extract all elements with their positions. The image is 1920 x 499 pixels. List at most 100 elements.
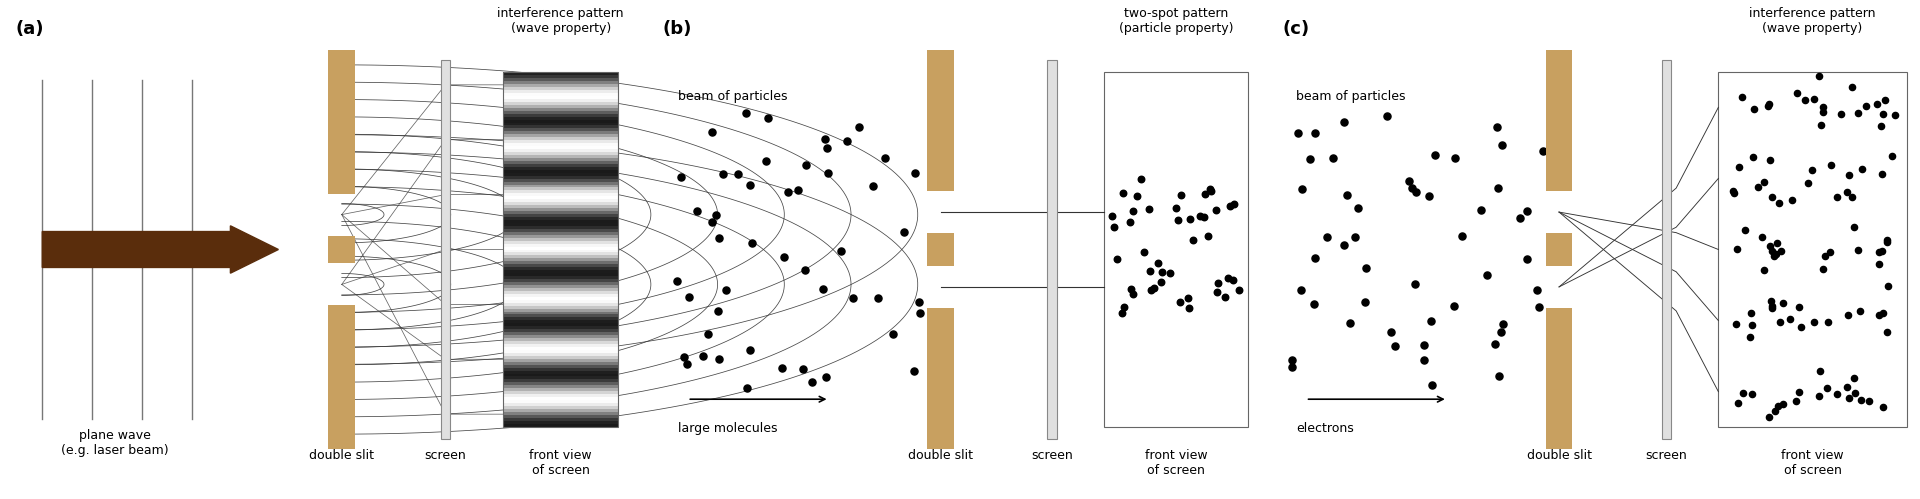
Bar [503, 93, 618, 96]
Point [1108, 189, 1139, 197]
Point [1872, 282, 1903, 290]
Point [1805, 392, 1836, 400]
Point [1173, 294, 1204, 302]
Point [774, 188, 804, 196]
Bar [503, 78, 618, 81]
Point [1763, 402, 1793, 410]
Point [1738, 105, 1768, 113]
Bar [503, 329, 618, 332]
Point [1845, 307, 1876, 315]
Point [1812, 318, 1843, 326]
Point [812, 144, 843, 152]
Point [705, 355, 735, 363]
Text: double slit: double slit [309, 449, 374, 462]
Text: beam of particles: beam of particles [1296, 90, 1405, 103]
Bar [503, 173, 618, 176]
Bar [503, 244, 618, 247]
Point [1718, 189, 1749, 197]
Bar [503, 185, 618, 188]
Point [1125, 175, 1156, 183]
Bar [503, 368, 618, 371]
Bar [503, 102, 618, 105]
Point [1764, 318, 1795, 326]
Bar [503, 235, 618, 238]
Point [1192, 233, 1223, 241]
Point [870, 154, 900, 162]
Bar [503, 191, 618, 194]
Point [1839, 374, 1870, 382]
Point [1188, 190, 1219, 198]
Bar [503, 87, 618, 90]
Point [810, 373, 841, 381]
Point [710, 285, 741, 293]
Point [1851, 102, 1882, 110]
Bar [503, 323, 618, 326]
Point [1814, 248, 1845, 256]
Bar [503, 194, 618, 197]
Bar [503, 123, 618, 126]
Point [1213, 203, 1244, 211]
Bar [503, 362, 618, 365]
Point [1371, 112, 1402, 120]
Bar [503, 379, 618, 382]
Point [1283, 129, 1313, 137]
Point [1117, 207, 1148, 215]
Bar [927, 233, 954, 266]
Point [732, 384, 762, 392]
Point [1860, 100, 1891, 108]
Point [1340, 233, 1371, 241]
Point [1438, 302, 1469, 310]
Point [662, 276, 693, 284]
Bar [503, 149, 618, 152]
Point [1747, 233, 1778, 241]
Bar [503, 270, 618, 273]
Point [1753, 413, 1784, 421]
Point [1106, 309, 1137, 317]
Bar [503, 134, 618, 137]
Bar [503, 388, 618, 391]
Bar [503, 205, 618, 208]
Bar [503, 311, 618, 314]
Point [1121, 193, 1152, 201]
Point [1471, 270, 1501, 278]
Point [1761, 407, 1791, 415]
Point [1135, 267, 1165, 275]
Point [1784, 388, 1814, 396]
Bar [503, 273, 618, 276]
Point [1117, 290, 1148, 298]
Bar [503, 111, 618, 114]
Bar [503, 291, 618, 294]
Point [1194, 185, 1225, 193]
FancyArrow shape [42, 226, 278, 273]
Point [1836, 83, 1866, 91]
Point [1277, 363, 1308, 371]
Bar [503, 347, 618, 350]
Point [1380, 342, 1411, 350]
Point [1872, 328, 1903, 336]
Bar [503, 179, 618, 182]
Point [1724, 163, 1755, 171]
Point [1784, 303, 1814, 311]
Point [1868, 309, 1899, 317]
Point [1872, 236, 1903, 244]
Point [1728, 389, 1759, 397]
Point [1870, 96, 1901, 104]
Bar [503, 252, 618, 255]
Bar [503, 220, 618, 223]
Bar [503, 199, 618, 202]
Bar [503, 305, 618, 308]
Point [666, 173, 697, 181]
Point [1786, 323, 1816, 331]
Point [1880, 111, 1910, 119]
Bar [1104, 72, 1248, 427]
Bar [1718, 72, 1907, 427]
Bar [927, 308, 954, 449]
Bar [503, 202, 618, 205]
Point [1837, 193, 1868, 201]
Bar [503, 84, 618, 87]
Point [1761, 250, 1791, 258]
Point [1331, 191, 1361, 199]
Point [877, 330, 908, 338]
Bar [503, 406, 618, 409]
Point [1446, 232, 1476, 240]
